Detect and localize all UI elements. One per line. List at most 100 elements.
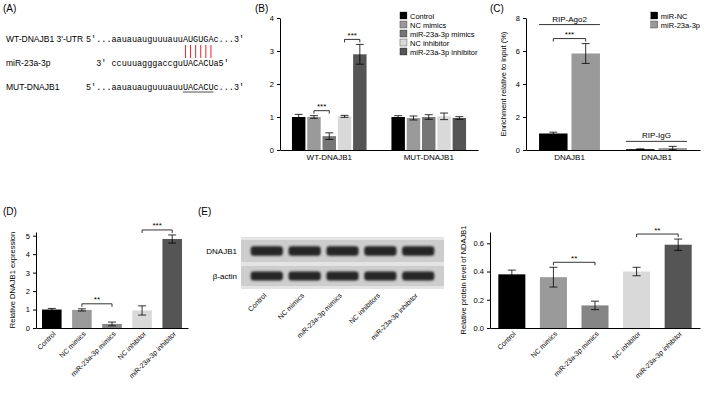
blot-band [402,246,434,256]
x-tick-label: WT-DNAJB1 [307,153,353,162]
y-tick-label: 0.6 [474,239,484,248]
y-tick-label: 2 [26,287,30,296]
x-tick-label: NC mimics [530,330,559,359]
bar [338,116,351,150]
y-tick-label: 2 [516,113,520,122]
legend: miR-NCmiR-23a-3p [651,12,700,30]
blot-band [289,272,321,281]
y-tick-label: 0.2 [474,296,484,305]
x-tick: Control [36,330,57,351]
x-tick: MUT-DNAJB1 [404,153,455,162]
bar [437,116,450,150]
y-tick-mark [523,51,526,52]
x-tick: miR-23a-3p mimics [69,330,118,379]
legend-label: Control [410,12,435,21]
x-tick: NC mimics [530,330,559,359]
x-tick: miR-23a-3p inhibitor [128,330,179,381]
error-bar [325,133,333,140]
x-tick: Control [496,330,517,351]
error-bar [425,115,433,120]
blot-strip [241,240,444,262]
plot-area [498,239,691,328]
sequence-name: miR-23a-3p [6,58,51,68]
blot-lane-label: Control [247,291,268,312]
bar [42,310,62,328]
y-tick: 2 [270,80,280,89]
base-pair-line [185,45,186,58]
y-tick-label: 3 [26,269,30,278]
plot-area [539,44,687,150]
x-tick-label: MUT-DNAJB1 [404,153,455,162]
y-tick-mark [523,84,526,85]
error-bar [508,270,516,278]
y-tick-label: 0.4 [474,267,484,276]
x-tick: miR-23a-3p mimics [552,330,601,379]
bar [162,239,182,328]
y-tick-mark [33,291,36,292]
error-bar [394,116,402,119]
y-tick: 4 [270,14,280,23]
base-pair-line [200,45,201,58]
significance-label: *** [317,102,326,111]
x-axis-line [491,328,701,329]
legend-item: NC mimics [400,21,446,30]
y-tick-mark [523,18,526,19]
base-pair-line [205,45,206,58]
y-tick: 0.2 [474,296,490,305]
panel-label: (A) [3,3,16,14]
group-title: RIP-Ago2 [552,15,587,24]
error-bar [108,322,116,326]
error-bar [455,117,463,120]
bar [72,310,92,328]
blot-lane-label: miR-23a-3p inhibitor [369,291,420,342]
y-tick: 1 [270,113,280,122]
x-tick-label: NC mimics [58,330,87,359]
y-tick: 0 [516,146,526,155]
error-bar [356,44,364,64]
bar [626,149,655,150]
x-tick: NC inhibitor [611,330,642,361]
x-tick: DNAJB1 [641,153,672,162]
y-tick-mark [487,243,490,244]
legend-label: NC inhibitor [410,39,450,48]
y-tick-mark [487,272,490,273]
legend-swatch [651,21,658,28]
y-tick-mark [33,236,36,237]
y-tick: 0 [270,146,280,155]
legend-swatch [400,39,407,46]
x-tick: NC inhibitor [116,330,147,361]
blot-band [364,246,396,256]
bar [665,245,692,328]
x-tick-label: miR-23a-3p mimics [69,330,118,379]
x-axis: ControlNC mimicsmiR-23a-3p mimicsNC inhi… [36,329,189,381]
bar [498,274,525,328]
y-axis: 02468 [516,14,527,155]
legend-label: miR-23a-3p [661,21,700,30]
x-tick-label: NC inhibitor [611,330,642,361]
y-axis-line [526,19,527,151]
legend-item: Control [400,12,435,21]
significance-label: *** [565,30,574,39]
x-tick-label: miR-23a-3p inhibitor [128,330,179,381]
y-axis: 0.00.20.40.6 [474,233,491,333]
y-tick: 1 [26,305,36,314]
y-axis: 0 1 2 3 4 [270,14,281,155]
y-tick-label: 1 [26,305,30,314]
legend-label: miR-23a-3p mimics [410,30,475,39]
legend-label: NC mimics [410,21,446,30]
y-tick-label: 6 [516,47,520,56]
y-axis-line [280,19,281,151]
bar [307,117,320,150]
legend-swatch [400,12,407,19]
y-axis-line [490,233,491,329]
legend-item: miR-23a-3p mimics [400,30,475,39]
significance-label: *** [348,31,357,40]
blot-band [402,272,434,281]
y-tick: 3 [270,47,280,56]
bar [453,118,466,150]
sequence: 5'...aauauauguuuauuUACACUc...3' [86,83,244,93]
legend-item: miR-23a-3p inhibitor [400,48,478,57]
plot-area [42,235,182,328]
y-tick-mark [33,254,36,255]
x-tick: miR-23a-3p inhibitor [634,330,685,381]
